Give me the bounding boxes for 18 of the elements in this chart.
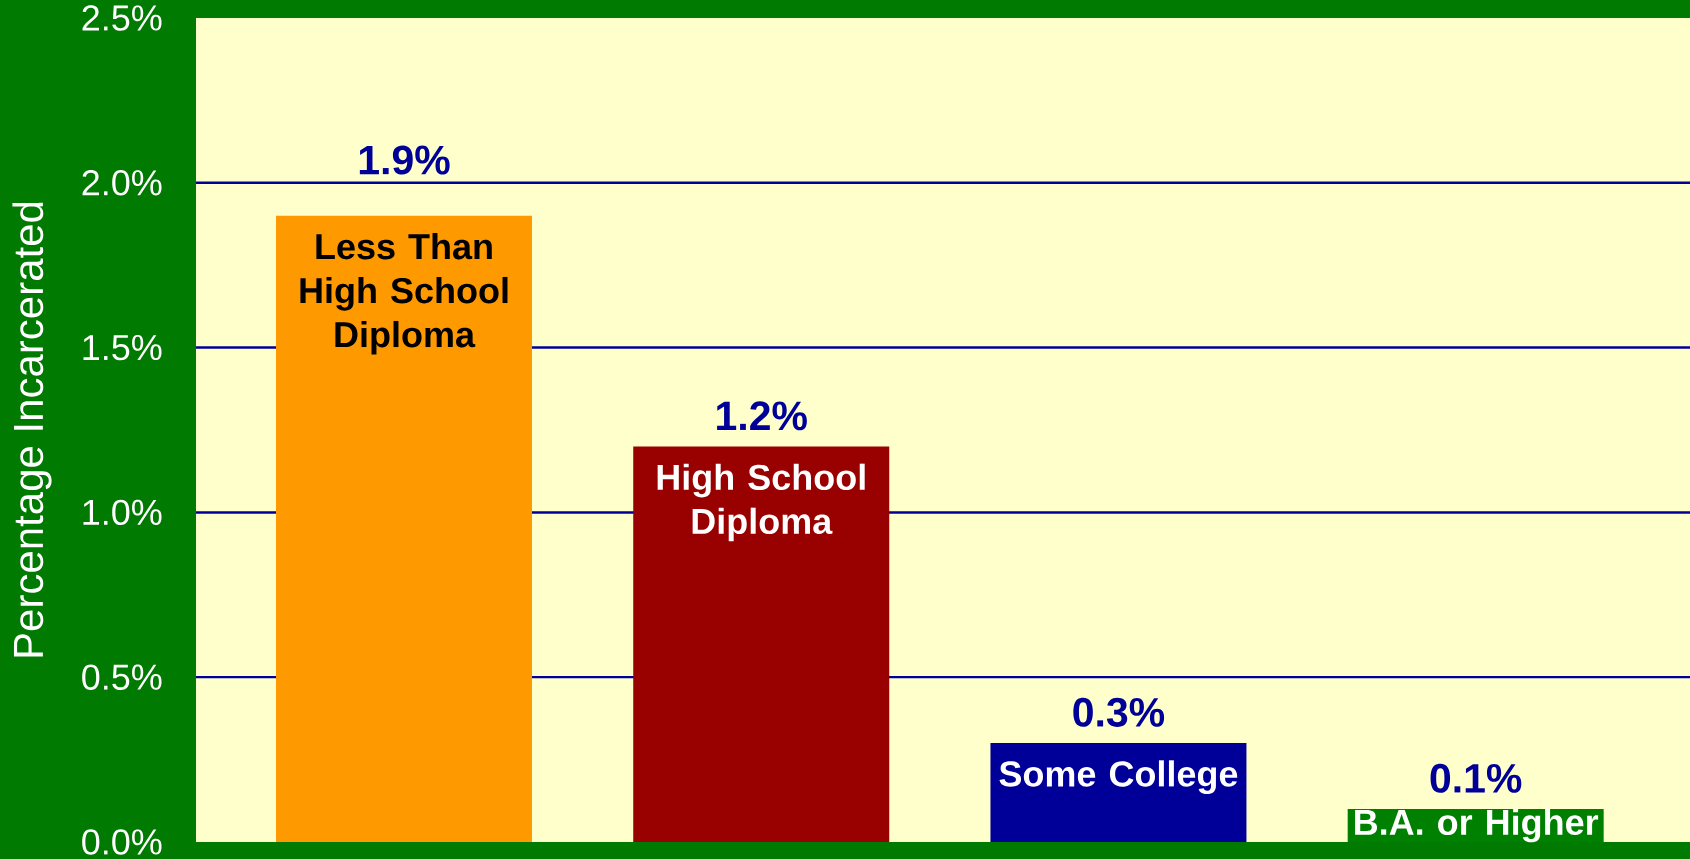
bar — [276, 215, 533, 842]
y-tick-label: 0.5% — [82, 664, 162, 690]
data-label: 1.2% — [717, 401, 807, 431]
y-tick-label: 1.5% — [83, 334, 162, 361]
bar — [633, 446, 890, 842]
y-axis-title: Percentage Incarcerated — [12, 202, 52, 657]
data-label: 0.1% — [1430, 763, 1522, 793]
y-tick-label: 2.0% — [82, 170, 162, 196]
x-tick-label: Less Than High School Diploma — [300, 232, 508, 355]
y-tick-label: 1.0% — [83, 499, 162, 526]
y-tick-label: 0.0% — [82, 829, 162, 855]
data-label: 1.9% — [359, 145, 450, 175]
x-tick-label: Some College — [999, 760, 1238, 795]
x-tick-label: B.A. or Higher — [1355, 808, 1599, 843]
x-tick-label: High School Diploma — [657, 463, 865, 542]
data-label: 0.3% — [1073, 697, 1165, 727]
y-tick-label: 2.5% — [82, 5, 162, 31]
bar — [990, 743, 1247, 842]
